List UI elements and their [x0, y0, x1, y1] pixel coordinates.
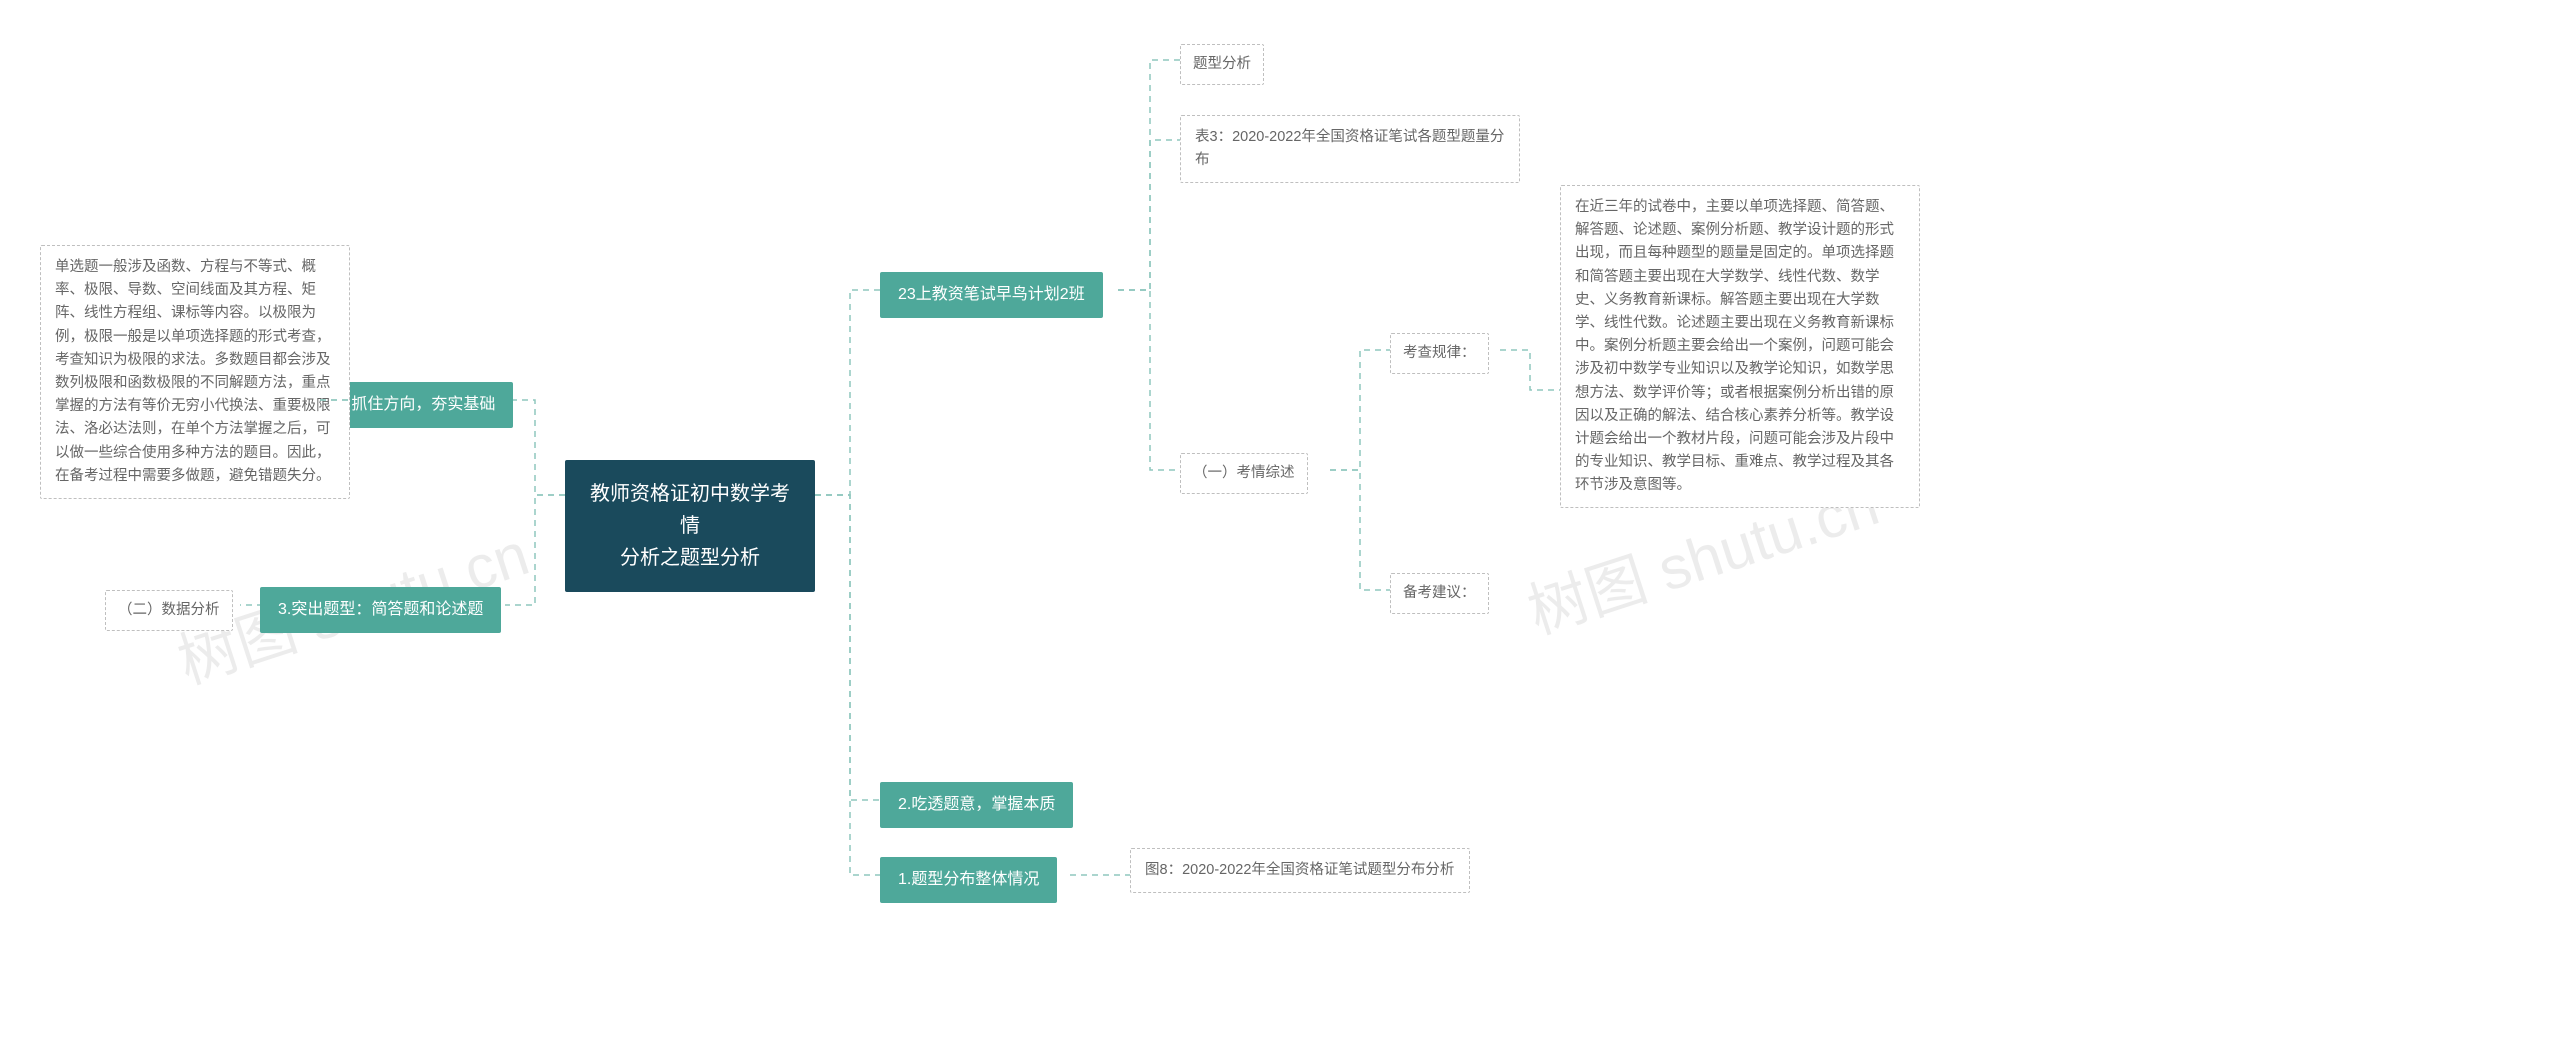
leaf-r1-3-c2: 备考建议： — [1390, 573, 1489, 614]
branch-label: 2.吃透题意，掌握本质 — [898, 796, 1055, 813]
leaf-text: 图8：2020-2022年全国资格证笔试题型分布分析 — [1145, 862, 1454, 878]
leaf-r1-3: （一）考情综述 — [1180, 453, 1308, 494]
branch-label: 23上教资笔试早鸟计划2班 — [898, 286, 1085, 303]
branch-label: 3.突出题型：简答题和论述题 — [278, 601, 483, 618]
leaf-left-2: （二）数据分析 — [105, 590, 233, 631]
leaf-text: 考查规律： — [1403, 345, 1476, 361]
leaf-left-1: 单选题一般涉及函数、方程与不等式、概率、极限、导数、空间线面及其方程、矩阵、线性… — [40, 245, 350, 499]
leaf-text: 表3：2020-2022年全国资格证笔试各题型题量分布 — [1195, 129, 1504, 168]
mindmap-canvas: { "type": "mindmap", "background_color":… — [0, 0, 2560, 1062]
leaf-text: 题型分析 — [1193, 56, 1251, 72]
branch-right-1[interactable]: 23上教资笔试早鸟计划2班 — [880, 272, 1103, 318]
leaf-r3: 图8：2020-2022年全国资格证笔试题型分布分析 — [1130, 848, 1470, 893]
leaf-r1-3-c1: 考查规律： — [1390, 333, 1489, 374]
leaf-r1-3-c1-detail: 在近三年的试卷中，主要以单项选择题、简答题、解答题、论述题、案例分析题、教学设计… — [1560, 185, 1920, 508]
branch-left-2[interactable]: 3.突出题型：简答题和论述题 — [260, 587, 501, 633]
branch-label: 1.题型分布整体情况 — [898, 871, 1039, 888]
root-label: 教师资格证初中数学考情 分析之题型分析 — [589, 478, 791, 574]
leaf-text: （一）考情综述 — [1193, 465, 1295, 481]
leaf-r1-2: 表3：2020-2022年全国资格证笔试各题型题量分布 — [1180, 115, 1520, 183]
branch-right-2[interactable]: 2.吃透题意，掌握本质 — [880, 782, 1073, 828]
leaf-text: 备考建议： — [1403, 585, 1476, 601]
leaf-text: （二）数据分析 — [118, 602, 220, 618]
leaf-text: 在近三年的试卷中，主要以单项选择题、简答题、解答题、论述题、案例分析题、教学设计… — [1575, 199, 1894, 493]
branch-right-3[interactable]: 1.题型分布整体情况 — [880, 857, 1057, 903]
leaf-text: 单选题一般涉及函数、方程与不等式、概率、极限、导数、空间线面及其方程、矩阵、线性… — [55, 259, 331, 484]
branch-label: 1.抓住方向，夯实基础 — [338, 396, 495, 413]
root-node[interactable]: 教师资格证初中数学考情 分析之题型分析 — [565, 460, 815, 592]
leaf-r1-1: 题型分析 — [1180, 44, 1264, 85]
